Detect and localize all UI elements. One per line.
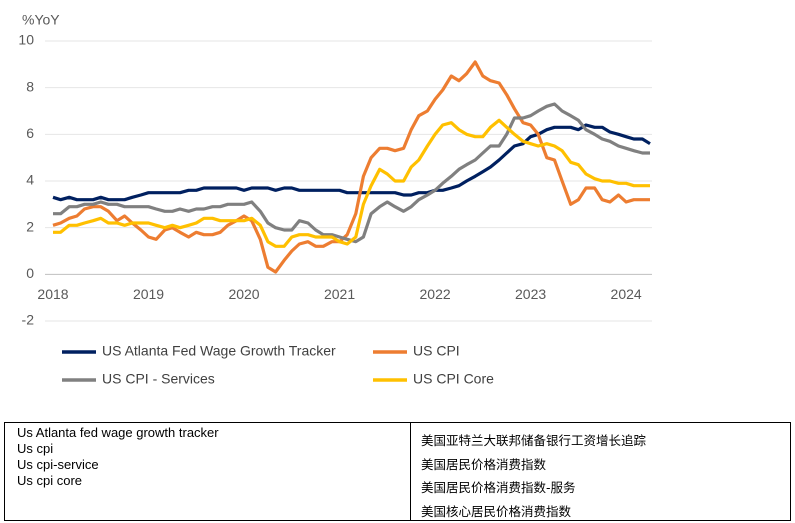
legend-label: US CPI Core bbox=[413, 371, 494, 387]
table-cell-line: Us cpi-service bbox=[17, 457, 99, 472]
y-tick-label: -2 bbox=[22, 312, 35, 328]
x-tick-label: 2024 bbox=[611, 286, 642, 302]
table-cell-line: 美国居民价格消费指数-服务 bbox=[421, 480, 576, 495]
x-tick-label: 2021 bbox=[324, 286, 355, 302]
y-tick-label: 6 bbox=[26, 125, 34, 141]
legend-label: US Atlanta Fed Wage Growth Tracker bbox=[102, 343, 336, 359]
series-line bbox=[53, 118, 650, 248]
series-line bbox=[52, 123, 651, 202]
x-tick-label: 2018 bbox=[37, 286, 68, 302]
table-cell-line: 美国核心居民价格消费指数 bbox=[421, 503, 572, 519]
x-tick-label: 2019 bbox=[133, 286, 164, 302]
table: Us Atlanta fed wage growth tracker Us cpi… bbox=[4, 422, 791, 521]
legend-label: US CPI bbox=[413, 343, 460, 359]
legend-label: US CPI - Services bbox=[102, 371, 215, 387]
y-axis-label: %YoY bbox=[22, 12, 60, 28]
y-tick-label: 2 bbox=[26, 218, 34, 234]
table-right: 美国亚特兰大联邦储备银行工资增长追踪 美国居民价格消费指数美国居民价格消费指数-服… bbox=[411, 423, 790, 520]
x-tick-label: 2022 bbox=[420, 286, 451, 302]
table-cell-line: Us Atlanta fed wage growth tracker bbox=[17, 425, 219, 440]
x-tick-label: 2023 bbox=[515, 286, 546, 302]
chart: %YoY US Atlanta Fed Wage Growth Tracker U… bbox=[18, 12, 652, 387]
table-cell-line: 美国亚特兰大联邦储备银行工资增长追踪 bbox=[421, 433, 647, 448]
series-line bbox=[52, 60, 650, 274]
table-cell-line: Us cpi core bbox=[17, 473, 83, 488]
y-tick-label: 0 bbox=[26, 265, 34, 281]
x-tick-label: 2020 bbox=[228, 286, 259, 302]
table-cell-line: 美国居民价格消费指数 bbox=[421, 456, 547, 472]
y-tick-label: 8 bbox=[26, 78, 34, 94]
table-left: Us Atlanta fed wage growth tracker Us cpi… bbox=[5, 423, 411, 520]
y-tick-label: 4 bbox=[26, 172, 34, 188]
table-cell-line: Us cpi bbox=[17, 441, 54, 456]
legend: US Atlanta Fed Wage Growth Tracker US CPI… bbox=[62, 343, 494, 387]
y-tick-label: 10 bbox=[18, 32, 34, 48]
